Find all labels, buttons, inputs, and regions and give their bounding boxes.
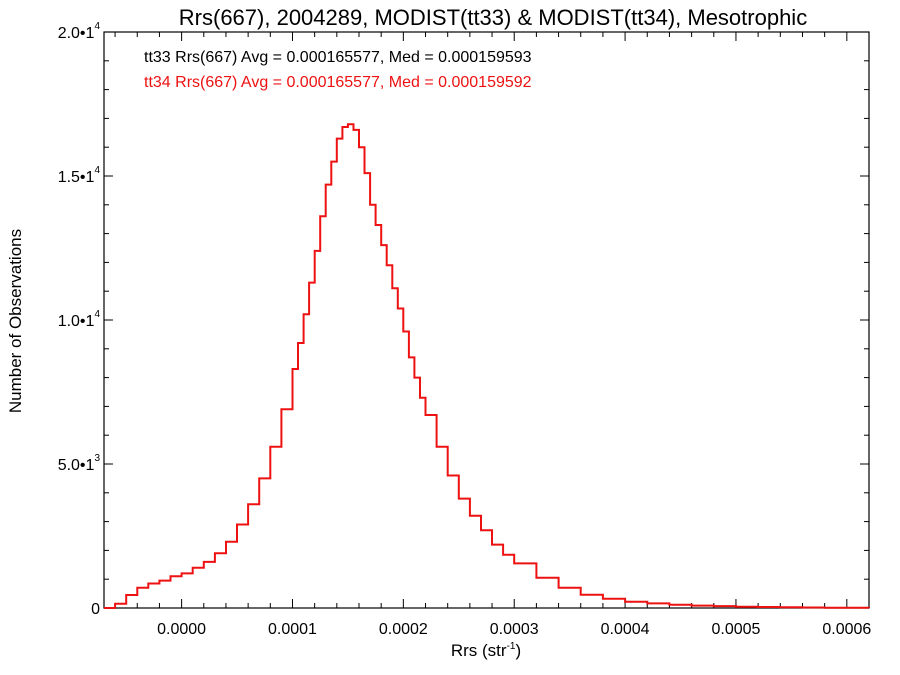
y-tick-base: 2.0•1 <box>58 25 95 42</box>
plot-frame <box>103 31 870 609</box>
plot-border <box>103 31 870 609</box>
y-tick-label: 5.0•13 <box>58 453 101 474</box>
y-axis-label: Number of Observations <box>6 229 25 413</box>
x-tick-label: 0.0000 <box>157 621 206 638</box>
x-tick-label: 0.0006 <box>822 621 871 638</box>
x-tick-label: 0.0003 <box>490 621 539 638</box>
x-axis-label-end: ) <box>515 641 521 660</box>
y-tick-label: 0 <box>91 601 100 618</box>
series-layer <box>104 123 870 609</box>
axis-ticks <box>104 31 870 609</box>
annotations: tt33 Rrs(667) Avg = 0.000165577, Med = 0… <box>144 49 532 91</box>
stats-annotation: tt33 Rrs(667) Avg = 0.000165577, Med = 0… <box>144 49 532 66</box>
x-axis-label-exponent: -1 <box>507 641 516 652</box>
y-tick-base: 1.0•1 <box>58 313 95 330</box>
y-tick-base: 0 <box>91 601 100 618</box>
y-tick-exponent: 4 <box>94 309 100 320</box>
y-tick-label: 2.0•14 <box>58 21 101 42</box>
x-tick-label: 0.0002 <box>379 621 428 638</box>
tick-labels: 0.0000 0.0001 0.0002 0.0003 0.0004 0.0005 0.00… <box>58 21 872 638</box>
stats-annotation: tt34 Rrs(667) Avg = 0.000165577, Med = 0… <box>144 74 532 91</box>
chart-title: Rrs(667), 2004289, MODIST(tt33) & MODIST… <box>179 5 807 30</box>
y-tick-label: 1.5•14 <box>58 165 101 186</box>
y-tick-label: 1.0•14 <box>58 309 101 330</box>
histogram-series-line <box>104 123 870 609</box>
y-tick-base: 1.5•1 <box>58 169 95 186</box>
x-tick-label: 0.0005 <box>711 621 760 638</box>
x-axis-label: Rrs (str-1) <box>451 641 521 660</box>
x-tick-label: 0.0004 <box>601 621 650 638</box>
y-tick-exponent: 4 <box>94 21 100 32</box>
y-tick-exponent: 4 <box>94 165 100 176</box>
x-tick-label: 0.0001 <box>268 621 317 638</box>
y-tick-exponent: 3 <box>94 453 100 464</box>
y-tick-base: 5.0•1 <box>58 457 95 474</box>
x-axis-label-base: Rrs (str <box>451 641 507 660</box>
